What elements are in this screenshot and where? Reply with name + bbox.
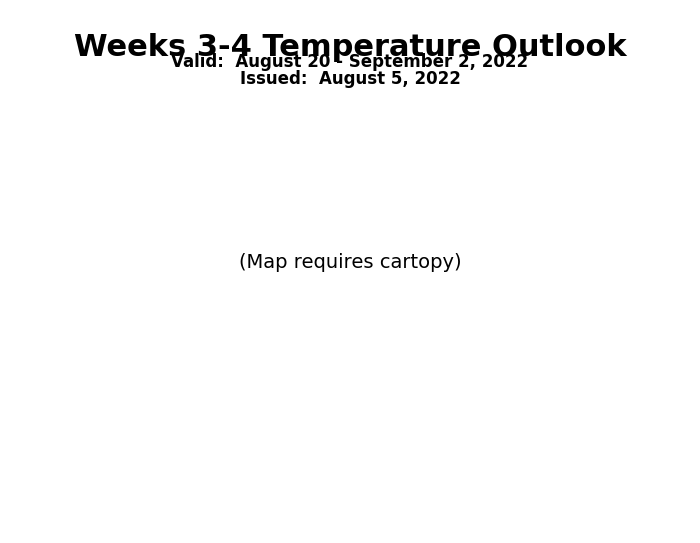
Text: (Map requires cartopy): (Map requires cartopy)	[239, 254, 461, 273]
Text: Weeks 3-4 Temperature Outlook: Weeks 3-4 Temperature Outlook	[74, 33, 626, 62]
Text: Issued:  August 5, 2022: Issued: August 5, 2022	[239, 70, 461, 88]
Text: Valid:  August 20 - September 2, 2022: Valid: August 20 - September 2, 2022	[172, 53, 528, 71]
